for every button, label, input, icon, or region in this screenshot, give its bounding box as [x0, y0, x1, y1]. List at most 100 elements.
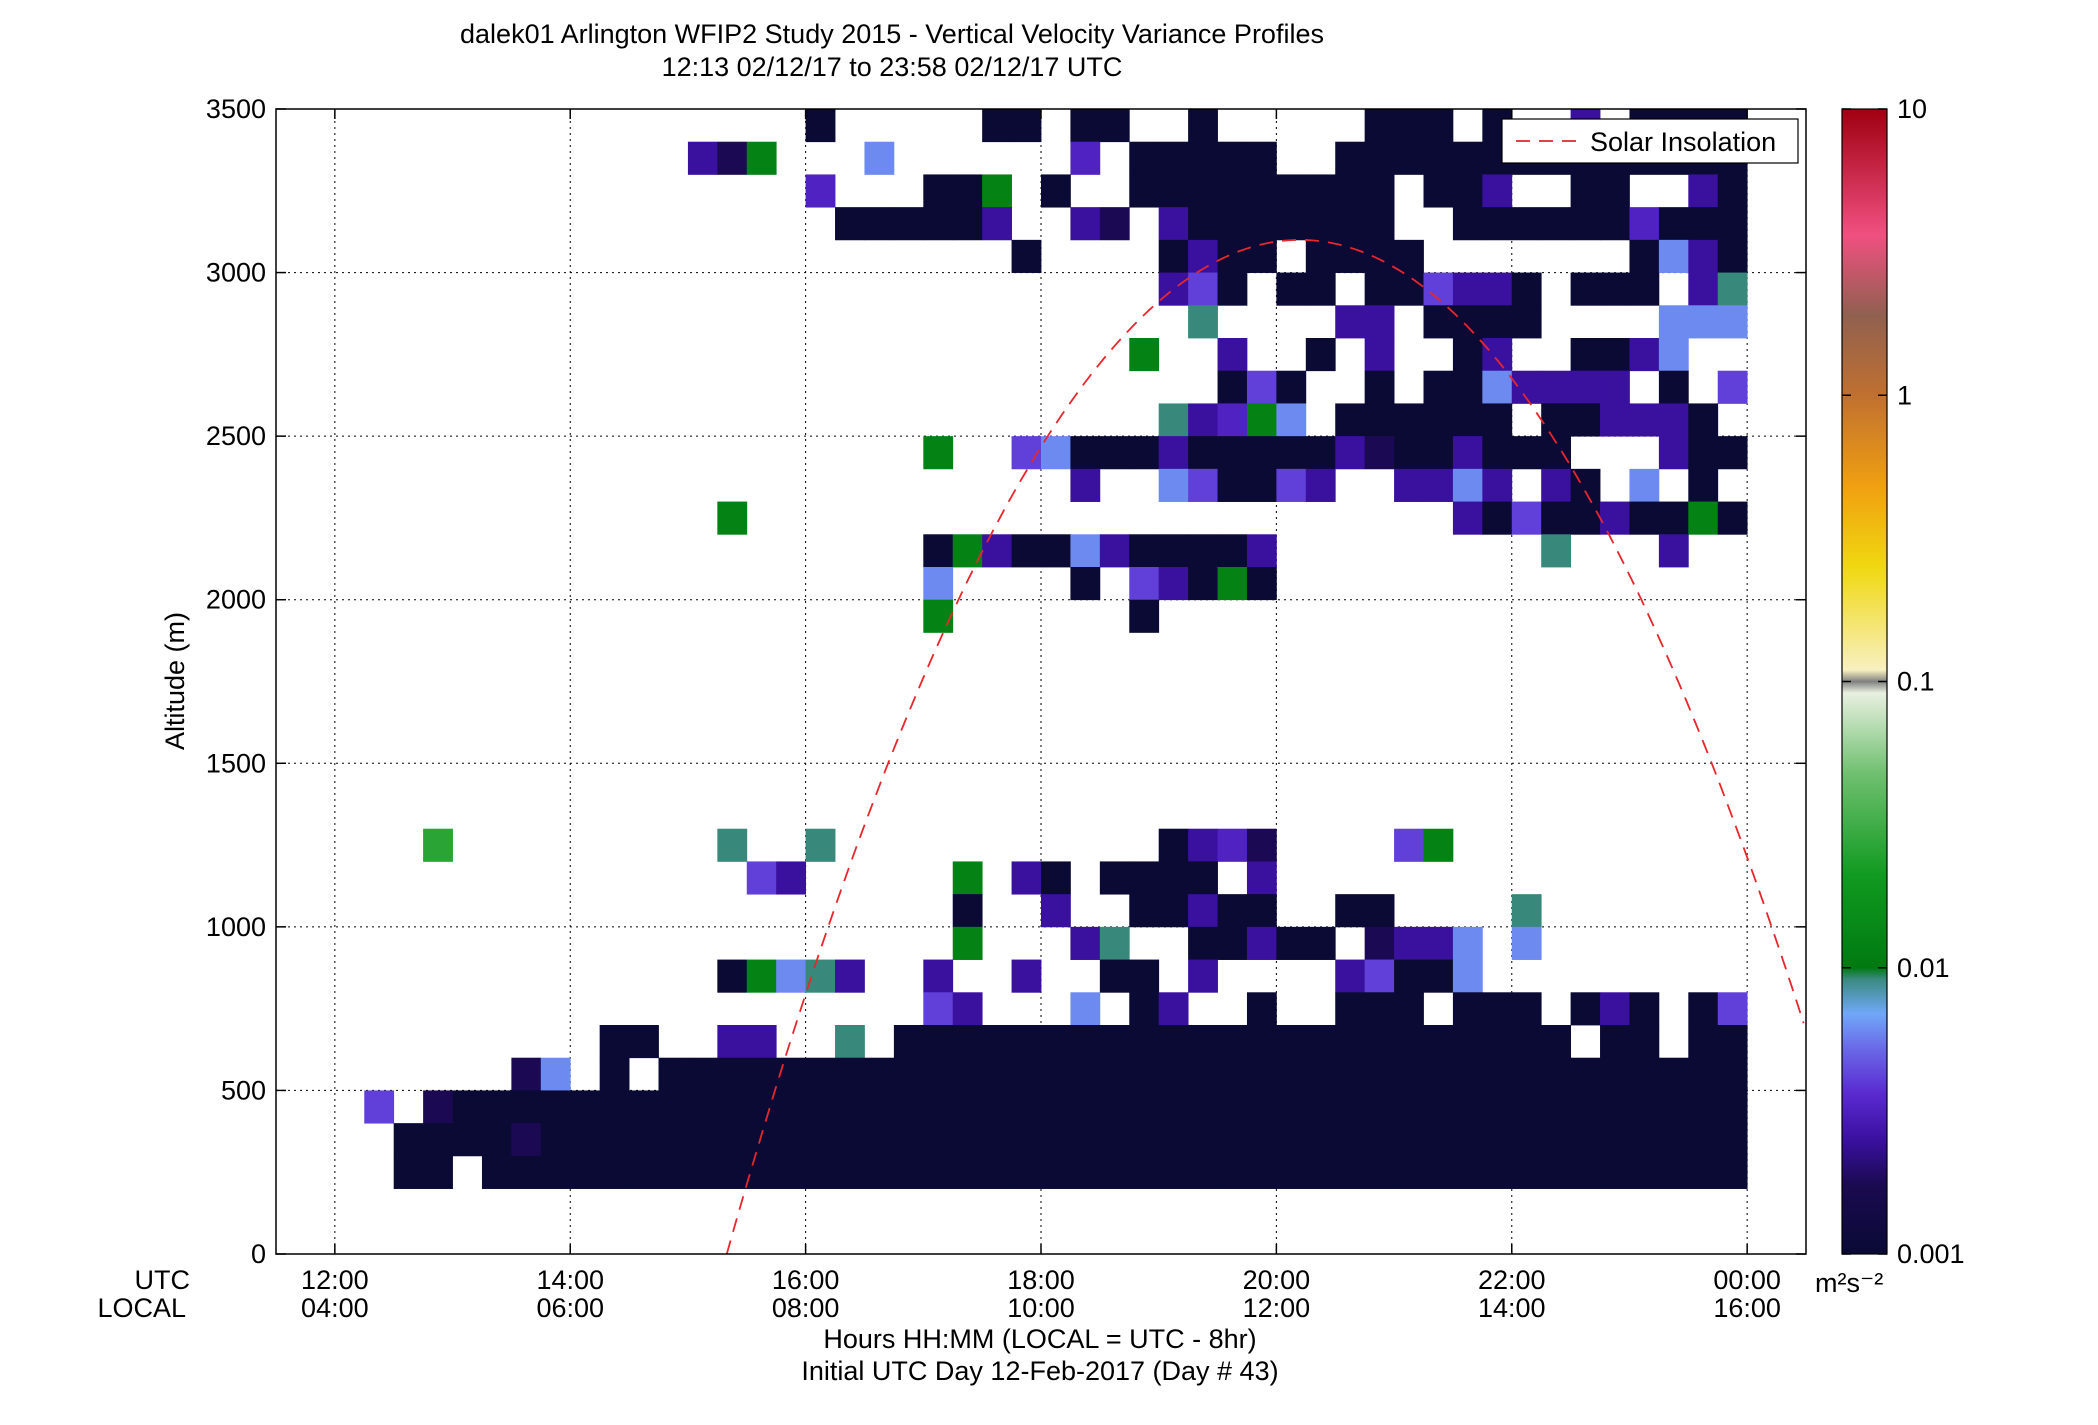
variance-cell — [1305, 1025, 1336, 1059]
variance-cell — [864, 1090, 895, 1124]
variance-cell — [1394, 403, 1424, 437]
variance-cell — [1452, 370, 1483, 404]
variance-cell — [1217, 828, 1248, 862]
variance-cell — [1246, 1155, 1277, 1189]
x-tick-label-local: 12:00 — [1243, 1293, 1311, 1323]
variance-cell — [1246, 861, 1277, 895]
variance-cell — [717, 828, 748, 862]
variance-cell — [1246, 926, 1277, 960]
variance-cell — [805, 1057, 836, 1091]
variance-cell — [982, 207, 1012, 241]
variance-cell — [511, 1057, 542, 1091]
y-tick-label: 3000 — [206, 258, 266, 288]
variance-cell — [1217, 534, 1248, 568]
variance-cell — [1394, 468, 1424, 502]
variance-cell — [1041, 1090, 1071, 1124]
y-tick-label: 2500 — [206, 421, 266, 451]
x-tick-label-local: 06:00 — [536, 1293, 604, 1323]
variance-cell — [1129, 1057, 1160, 1091]
variance-cell — [1482, 338, 1513, 372]
variance-cell — [452, 1090, 483, 1124]
variance-cell — [1099, 1025, 1130, 1059]
variance-cell — [1158, 1155, 1189, 1189]
variance-cell — [746, 1025, 777, 1059]
variance-cell — [1158, 992, 1189, 1026]
variance-cell — [1658, 1155, 1689, 1189]
variance-cell — [1129, 861, 1160, 895]
variance-cell — [1041, 1025, 1071, 1059]
variance-cell — [1394, 926, 1424, 960]
variance-cell — [1717, 436, 1748, 470]
variance-cell — [1246, 174, 1277, 208]
variance-cell — [1600, 272, 1630, 306]
variance-cell — [1688, 1057, 1719, 1091]
variance-cell — [1158, 239, 1189, 273]
variance-cell — [1246, 828, 1277, 862]
x-tick-label-utc: 18:00 — [1007, 1265, 1075, 1295]
variance-cell — [1658, 1123, 1689, 1157]
variance-cell — [1217, 1123, 1248, 1157]
variance-cell — [1305, 174, 1336, 208]
variance-cell — [982, 534, 1012, 568]
variance-cell — [717, 959, 748, 993]
variance-cell — [1011, 1155, 1042, 1189]
variance-heatmap-cells — [364, 109, 1748, 1189]
variance-cell — [1394, 1155, 1424, 1189]
variance-cell — [1394, 1123, 1424, 1157]
variance-cell — [923, 207, 954, 241]
variance-cell — [1511, 305, 1542, 339]
variance-cell — [1452, 436, 1483, 470]
variance-cell — [923, 1155, 954, 1189]
variance-cell — [1688, 239, 1719, 273]
variance-cell — [1188, 239, 1218, 273]
variance-cell — [1541, 501, 1572, 535]
variance-cell — [746, 141, 777, 175]
variance-cell — [1217, 174, 1248, 208]
chart-title-line2: 12:13 02/12/17 to 23:58 02/12/17 UTC — [662, 52, 1123, 82]
variance-cell — [1099, 207, 1130, 241]
variance-cell — [1541, 1123, 1572, 1157]
variance-cell — [1217, 272, 1248, 306]
x-tick-label-utc: 16:00 — [772, 1265, 840, 1295]
variance-cell — [1629, 1123, 1660, 1157]
variance-cell — [1364, 109, 1395, 143]
variance-cell — [540, 1090, 571, 1124]
variance-cell — [864, 1057, 895, 1091]
variance-cell — [835, 1057, 865, 1091]
variance-cell — [1217, 370, 1248, 404]
variance-cell — [1629, 338, 1660, 372]
variance-cell — [1070, 1123, 1101, 1157]
x-tick-label-utc: 12:00 — [301, 1265, 369, 1295]
variance-cell — [1129, 1025, 1160, 1059]
variance-cell — [1217, 1090, 1248, 1124]
variance-cell — [805, 109, 836, 143]
x-axis-utc-tick-labels: 12:00 14:00 16:00 18:00 20:00 22:00 00:0… — [301, 1265, 1781, 1295]
variance-cell — [393, 1155, 424, 1189]
variance-cell — [1688, 1123, 1719, 1157]
variance-cell — [1041, 1155, 1071, 1189]
variance-cell — [1688, 436, 1719, 470]
x-tick-label-local: 14:00 — [1478, 1293, 1546, 1323]
variance-cell — [1570, 207, 1601, 241]
variance-cell — [1364, 1155, 1395, 1189]
variance-cell — [687, 1090, 718, 1124]
variance-cell — [1541, 403, 1572, 437]
variance-cell — [1452, 207, 1483, 241]
colorbar-tick-label: 0.01 — [1897, 953, 1950, 983]
variance-cell — [1335, 1025, 1366, 1059]
variance-cell — [923, 1025, 954, 1059]
variance-cell — [746, 861, 777, 895]
variance-cell — [1158, 567, 1189, 601]
variance-cell — [1394, 828, 1424, 862]
variance-cell — [1099, 1090, 1130, 1124]
variance-cell — [1600, 338, 1630, 372]
variance-cell — [1364, 1090, 1395, 1124]
y-tick-label: 500 — [221, 1075, 266, 1105]
variance-cell — [1188, 1155, 1218, 1189]
variance-cell — [893, 1155, 924, 1189]
colorbar-tick-labels: 0.001 0.01 0.1 1 10 — [1897, 94, 1965, 1269]
variance-cell — [746, 1057, 777, 1091]
variance-cell — [1570, 403, 1601, 437]
variance-cell — [1041, 861, 1071, 895]
variance-cell — [364, 1090, 395, 1124]
